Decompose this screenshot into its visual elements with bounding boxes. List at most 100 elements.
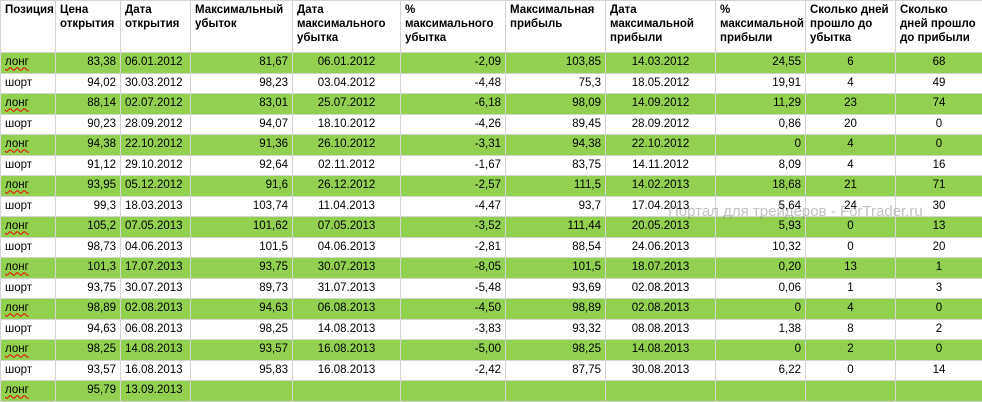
table-cell: 22.10.2012 — [120, 134, 191, 156]
table-cell: -4,26 — [400, 113, 506, 135]
table-cell: 90,23 — [55, 113, 121, 135]
table-cell: 83,75 — [505, 154, 606, 176]
table-cell: 0 — [805, 359, 896, 381]
table-cell: -4,47 — [400, 195, 506, 217]
table-cell: шорт — [0, 154, 56, 176]
table-row: лонг 105,2 07.05.2013 101,62 07.05.2013 -3,52… — [0, 216, 982, 238]
table-cell: -8,05 — [400, 257, 506, 279]
table-cell: 1,38 — [715, 318, 806, 340]
table-cell: 101,3 — [55, 257, 121, 279]
header-cell: Дата максимального убытка — [292, 0, 401, 53]
table-cell: 28.09.2012 — [605, 113, 716, 135]
table-cell: 14.08.2013 — [605, 339, 716, 361]
empty-cell — [895, 380, 982, 402]
table-cell: 06.08.2013 — [292, 298, 401, 320]
table-cell: 30.08.2013 — [605, 359, 716, 381]
table-cell: 94,07 — [190, 113, 293, 135]
table-cell: 94,63 — [190, 298, 293, 320]
table-cell: 07.05.2013 — [292, 216, 401, 238]
table-cell: 74 — [895, 93, 982, 115]
table-cell: 10,32 — [715, 236, 806, 258]
table-cell: 14 — [895, 359, 982, 381]
table-cell: 8,09 — [715, 154, 806, 176]
table-cell: 94,38 — [55, 134, 121, 156]
table-cell: 92,64 — [190, 154, 293, 176]
table-cell: 02.07.2012 — [120, 93, 191, 115]
table-cell: 25.07.2012 — [292, 93, 401, 115]
table-cell: 98,25 — [55, 339, 121, 361]
table-cell: 2 — [805, 339, 896, 361]
table-cell: 19,91 — [715, 72, 806, 94]
table-cell: 02.08.2013 — [605, 277, 716, 299]
table-cell: лонг — [0, 380, 56, 402]
table-cell: 68 — [895, 52, 982, 74]
table-cell: шорт — [0, 113, 56, 135]
table-cell: 4 — [805, 154, 896, 176]
table-cell: 98,25 — [190, 318, 293, 340]
table-cell: -4,48 — [400, 72, 506, 94]
table-cell: -3,31 — [400, 134, 506, 156]
table-cell: 98,89 — [505, 298, 606, 320]
table-cell: 0,06 — [715, 277, 806, 299]
table-cell: 18.05.2012 — [605, 72, 716, 94]
table-cell: 14.11.2012 — [605, 154, 716, 176]
table-cell: 17.07.2013 — [120, 257, 191, 279]
table-row: шорт 94,63 06.08.2013 98,25 14.08.2013 -3,83 9… — [0, 318, 982, 340]
table-cell: 18.10.2012 — [292, 113, 401, 135]
table-body: лонг 83,38 06.01.2012 81,67 06.01.2012 -2,09 1… — [0, 52, 982, 402]
table-row: лонг 88,14 02.07.2012 83,01 25.07.2012 -6,18 9… — [0, 93, 982, 115]
table-cell: -2,57 — [400, 175, 506, 197]
header-cell: % максимальной прибыли — [715, 0, 806, 53]
table-cell: 88,54 — [505, 236, 606, 258]
table-cell: 4 — [805, 298, 896, 320]
table-cell: 93,57 — [190, 339, 293, 361]
table-cell: 103,85 — [505, 52, 606, 74]
header-cell: % максимального убытка — [400, 0, 506, 53]
table-cell: 88,14 — [55, 93, 121, 115]
table-cell: лонг — [0, 134, 56, 156]
table-row: шорт 90,23 28.09.2012 94,07 18.10.2012 -4,26 8… — [0, 113, 982, 135]
table-cell: 13 — [805, 257, 896, 279]
table-cell: лонг — [0, 339, 56, 361]
table-cell: 02.08.2013 — [120, 298, 191, 320]
table-cell: 6 — [805, 52, 896, 74]
table-cell: 26.10.2012 — [292, 134, 401, 156]
table-cell: -5,48 — [400, 277, 506, 299]
header-cell: Максимальный убыток — [190, 0, 293, 53]
table-cell: 91,6 — [190, 175, 293, 197]
empty-cell — [605, 380, 716, 402]
table-cell: 16 — [895, 154, 982, 176]
table-cell: -2,09 — [400, 52, 506, 74]
table-cell: 94,38 — [505, 134, 606, 156]
table-cell: 87,75 — [505, 359, 606, 381]
table-cell: 20 — [895, 236, 982, 258]
table-cell: 93,32 — [505, 318, 606, 340]
table-cell: 98,23 — [190, 72, 293, 94]
header-cell: Сколько дней прошло до прибыли — [895, 0, 982, 53]
table-cell: 29.10.2012 — [120, 154, 191, 176]
table-cell: 11.04.2013 — [292, 195, 401, 217]
table-cell: -6,18 — [400, 93, 506, 115]
table-cell: 93,69 — [505, 277, 606, 299]
table-cell: лонг — [0, 216, 56, 238]
table-cell: 24,55 — [715, 52, 806, 74]
table-row: шорт 93,57 16.08.2013 95,83 16.08.2013 -2,42 8… — [0, 359, 982, 381]
table-cell: 94,02 — [55, 72, 121, 94]
table-row: лонг 95,79 13.09.2013 — [0, 380, 982, 402]
table-cell: 0,20 — [715, 257, 806, 279]
table-cell: 101,62 — [190, 216, 293, 238]
table-cell: 11,29 — [715, 93, 806, 115]
empty-cell — [805, 380, 896, 402]
table-cell: 95,83 — [190, 359, 293, 381]
table-cell: 111,44 — [505, 216, 606, 238]
table-cell: 14.03.2012 — [605, 52, 716, 74]
table-cell: шорт — [0, 277, 56, 299]
table-cell: -2,42 — [400, 359, 506, 381]
table-cell: 26.12.2012 — [292, 175, 401, 197]
table-cell: шорт — [0, 72, 56, 94]
table-cell: 06.01.2012 — [292, 52, 401, 74]
table-cell: 02.11.2012 — [292, 154, 401, 176]
table-cell: 1 — [805, 277, 896, 299]
table-cell: лонг — [0, 298, 56, 320]
